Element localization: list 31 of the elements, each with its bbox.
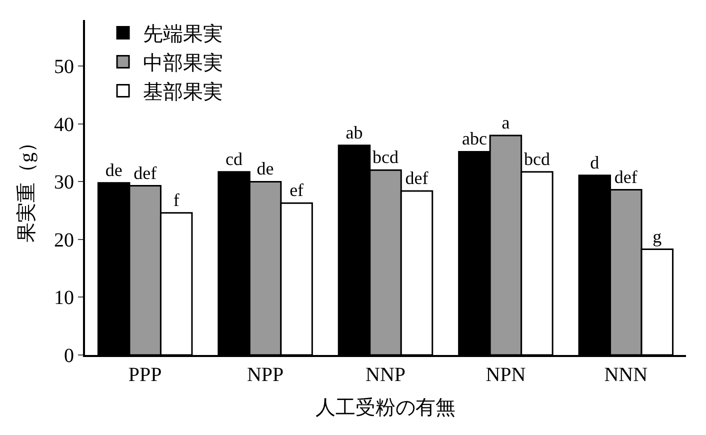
x-tick-label: NPN — [486, 364, 526, 386]
y-tick-label: 40 — [54, 114, 74, 136]
legend-label: 先端果実 — [143, 22, 224, 46]
y-tick-label: 20 — [54, 229, 74, 252]
legend-label: 中部果実 — [143, 52, 224, 75]
data-label: ab — [346, 122, 363, 142]
data-label: de — [105, 160, 122, 180]
data-label: ef — [290, 180, 304, 200]
data-label: a — [502, 112, 510, 133]
x-tick-label: NNN — [604, 364, 648, 386]
x-tick-label: NPP — [246, 364, 284, 386]
x-tick-label: PPP — [128, 364, 162, 386]
y-tick-label: 30 — [54, 172, 74, 194]
x-axis-title: 人工受粉の有無 — [316, 397, 456, 419]
data-label: def — [134, 162, 157, 183]
data-label: cd — [226, 148, 243, 169]
data-label: def — [405, 168, 428, 188]
y-axis-title: 果実重（g） — [15, 132, 38, 242]
y-tick-label: 0 — [64, 345, 74, 367]
data-label: abc — [462, 128, 487, 149]
data-label: bcd — [372, 147, 398, 168]
data-label: d — [590, 152, 600, 172]
data-label: def — [614, 166, 638, 187]
data-label: de — [256, 158, 274, 179]
data-label: f — [173, 190, 180, 210]
legend-label: 基部果実 — [143, 80, 224, 104]
data-label: bcd — [524, 148, 550, 169]
y-tick-label: 50 — [54, 56, 74, 78]
y-tick-label: 10 — [54, 287, 74, 310]
x-tick-label: NNP — [365, 364, 406, 386]
data-label: g — [652, 226, 662, 246]
